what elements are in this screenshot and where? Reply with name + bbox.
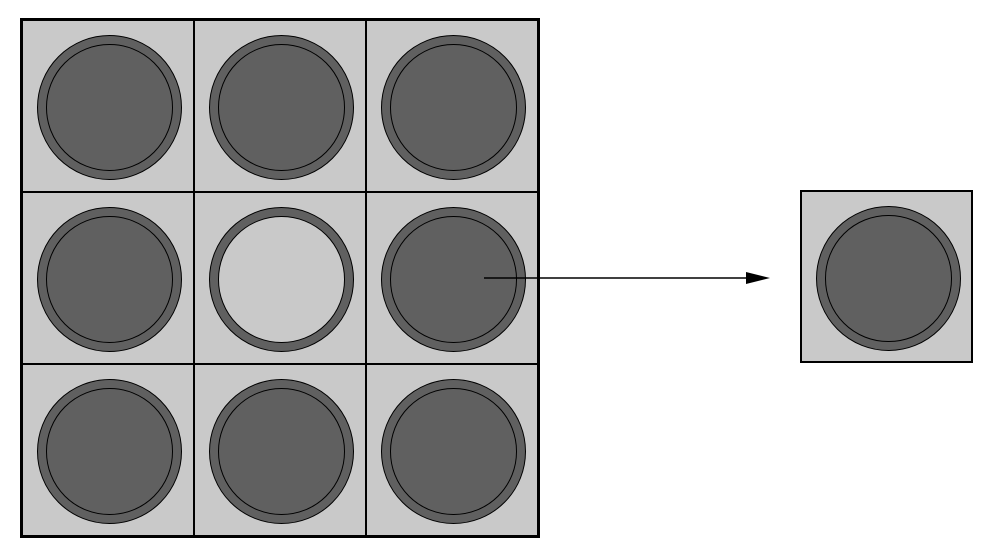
circle-filled bbox=[390, 388, 517, 515]
circle-filled bbox=[390, 44, 517, 171]
circle-filled bbox=[46, 216, 173, 343]
grid-cell-2-0 bbox=[22, 364, 194, 536]
grid-cell-1-1 bbox=[194, 192, 366, 364]
single-cell bbox=[800, 190, 973, 363]
circle-filled bbox=[46, 44, 173, 171]
circle-filled bbox=[218, 44, 345, 171]
arrow-head bbox=[746, 272, 770, 284]
circle-filled bbox=[46, 388, 173, 515]
circle-filled bbox=[825, 215, 951, 341]
circle-filled bbox=[218, 388, 345, 515]
circle-empty bbox=[218, 216, 345, 343]
diagram-canvas bbox=[0, 0, 1000, 560]
grid-cell-2-2 bbox=[366, 364, 538, 536]
grid-cell-0-1 bbox=[194, 20, 366, 192]
grid-cell-0-0 bbox=[22, 20, 194, 192]
grid-cell-0-2 bbox=[366, 20, 538, 192]
grid-cell-2-1 bbox=[194, 364, 366, 536]
arrow bbox=[479, 266, 775, 294]
grid-cell-1-0 bbox=[22, 192, 194, 364]
cell-grid-3x3 bbox=[20, 18, 540, 538]
